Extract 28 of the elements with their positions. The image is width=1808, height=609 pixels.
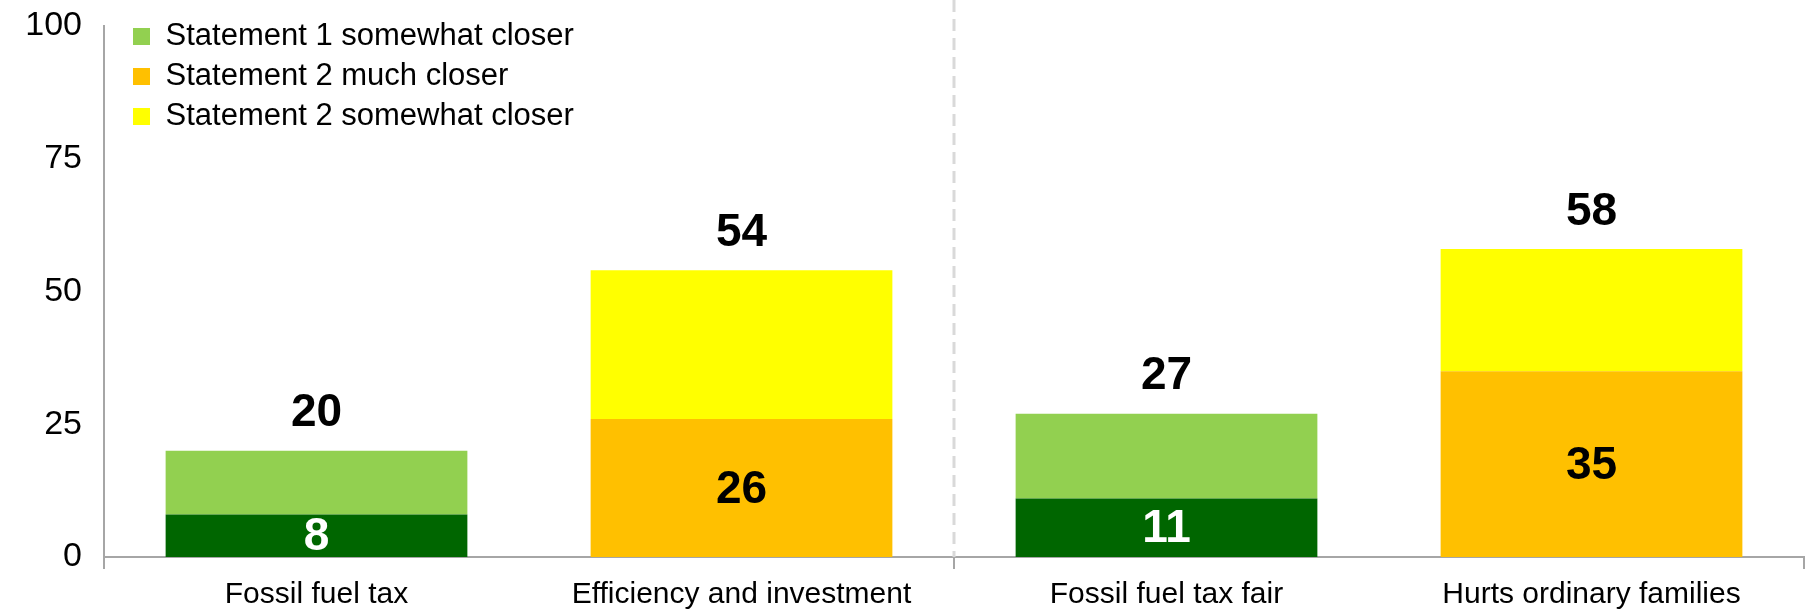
total-label: 27	[1140, 347, 1193, 400]
y-tick-label: 75	[44, 137, 82, 176]
y-tick-label: 25	[44, 402, 82, 441]
data-label: 26	[715, 460, 768, 513]
bar	[1015, 413, 1318, 499]
x-tick-label: Efficiency and investment	[571, 576, 912, 609]
bar	[165, 450, 468, 515]
data-label: 35	[1565, 436, 1618, 489]
bar	[1440, 249, 1743, 372]
data-label: 8	[303, 508, 330, 561]
bar	[590, 418, 893, 557]
total-label: 58	[1565, 182, 1618, 235]
total-label: 20	[290, 384, 343, 437]
bar	[1440, 371, 1743, 557]
legend-label: Statement 2 much closer	[165, 57, 509, 93]
bar	[590, 270, 893, 419]
x-tick-label: Hurts ordinary families	[1442, 576, 1741, 609]
y-tick-label: 100	[25, 4, 82, 43]
data-label: 11	[1142, 500, 1191, 553]
total-label: 54	[715, 203, 768, 256]
y-tick-label: 50	[44, 269, 82, 308]
x-tick-label: Fossil fuel tax	[224, 576, 409, 609]
x-tick-label: Fossil fuel tax fair	[1049, 576, 1284, 609]
y-tick-label: 0	[63, 535, 82, 574]
bar	[1015, 498, 1318, 557]
legend-label: Statement 1 somewhat closer	[165, 17, 574, 53]
legend-label: Statement 2 somewhat closer	[165, 97, 574, 133]
bar	[165, 514, 468, 557]
